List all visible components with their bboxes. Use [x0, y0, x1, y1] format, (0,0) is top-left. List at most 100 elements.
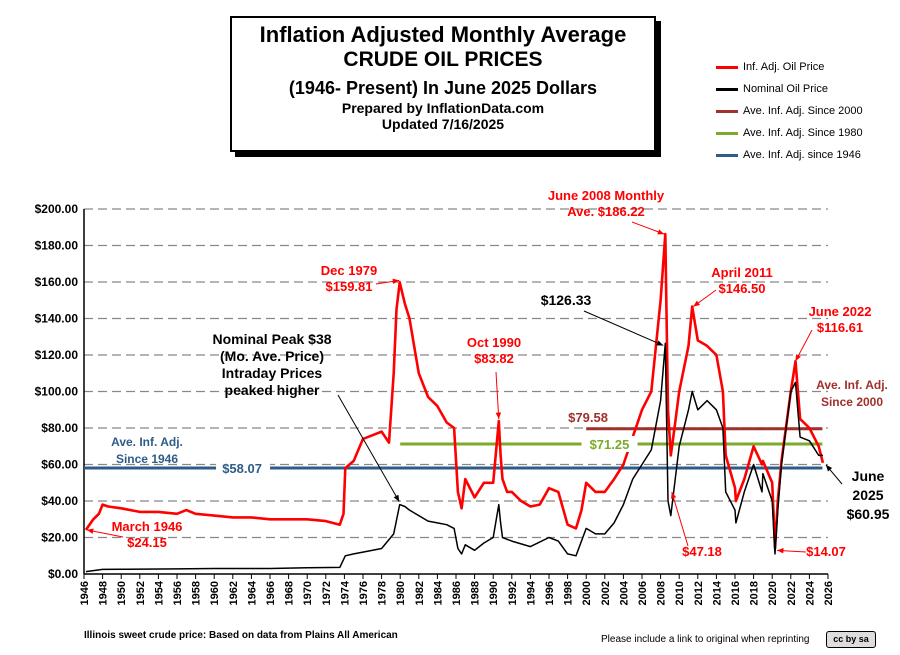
legend-label: Nominal Oil Price	[743, 83, 828, 95]
legend-swatch	[716, 131, 738, 135]
annotation-arrow	[671, 491, 689, 547]
y-tick-label: $40.00	[41, 494, 78, 508]
arrow-head	[825, 464, 833, 472]
annotation-label: June	[852, 468, 885, 484]
x-tick-label: 2024	[804, 580, 816, 605]
annotation-label: $14.07	[806, 544, 846, 559]
annotation-arrow	[495, 371, 500, 420]
x-tick-label: 1958	[191, 581, 203, 605]
x-tick-label: 2002	[600, 581, 612, 605]
annotation-label: June 2022	[809, 304, 872, 319]
annotation-label: Nominal Peak $38	[212, 331, 331, 347]
y-tick-label: $80.00	[41, 421, 78, 435]
legend-item: Ave. Inf. Adj. Since 1980	[716, 122, 900, 144]
x-tick-label: 1996	[544, 581, 556, 605]
x-tick-label: 1990	[488, 581, 500, 605]
y-tick-label: $60.00	[41, 458, 78, 472]
x-tick-label: 2000	[581, 581, 593, 605]
x-tick-label: 2008	[656, 581, 668, 605]
annotation-label: Dec 1979	[321, 263, 377, 278]
y-tick-label: $140.00	[35, 312, 79, 326]
x-tick-label: 1960	[209, 581, 221, 605]
x-tick-label: 1962	[228, 581, 240, 605]
x-tick-label: 1966	[265, 581, 277, 605]
annotation-label: $126.33	[541, 292, 592, 308]
x-tick-label: 1970	[302, 581, 314, 605]
license-badge[interactable]: cc by sa	[826, 631, 876, 648]
x-tick-label: 1950	[116, 581, 128, 605]
x-tick-label: 2026	[823, 581, 835, 605]
x-tick-label: 1976	[358, 581, 370, 605]
annotation-label: $47.18	[682, 544, 722, 559]
x-tick-label: 1974	[339, 580, 351, 605]
annotation-arrow	[583, 310, 664, 346]
x-tick-label: 1980	[395, 581, 407, 605]
annotation-label: $83.82	[474, 351, 514, 366]
legend-swatch	[716, 153, 738, 157]
x-tick-label: 2018	[749, 581, 761, 605]
y-tick-label: $120.00	[35, 348, 79, 362]
annotation-label: April 2011	[711, 265, 772, 280]
arrow-head	[86, 528, 94, 534]
label-background	[581, 435, 638, 452]
legend-item: Ave. Inf. Adj. Since 2000	[716, 100, 900, 122]
arrow-head	[671, 491, 677, 499]
x-tick-label: 1952	[135, 581, 147, 605]
x-tick-label: 1972	[321, 581, 333, 605]
x-tick-label: 1994	[525, 580, 537, 605]
x-tick-label: 2020	[767, 581, 779, 605]
annotation-label: $146.50	[719, 281, 766, 296]
arrow-head	[392, 278, 400, 285]
source-note: Illinois sweet crude price: Based on dat…	[84, 630, 398, 641]
annotation-label: Ave. Inf. Adj.	[816, 378, 888, 392]
legend-item: Ave. Inf. Adj. since 1946	[716, 144, 900, 166]
legend-swatch	[716, 109, 738, 113]
reference-line-label: $58.07	[222, 461, 262, 476]
reference-line-label: $71.25	[590, 437, 630, 452]
annotation-label: Ave. $186.22	[567, 204, 645, 219]
chart-subtitle: (1946- Present) In June 2025 Dollars	[288, 78, 598, 98]
x-tick-label: 2012	[693, 581, 705, 605]
x-tick-label: 1984	[432, 580, 444, 605]
x-tick-label: 1946	[79, 581, 91, 605]
label-background	[216, 460, 271, 477]
legend-item: Inf. Adj. Oil Price	[716, 56, 900, 78]
annotation-label: Intraday Prices	[222, 365, 323, 381]
reprint-note: Please include a link to original when r…	[601, 634, 810, 645]
annotation-label: March 1946	[112, 519, 183, 534]
x-tick-label: 2022	[786, 581, 798, 605]
annotation-label: Since 2000	[821, 395, 883, 409]
chart-updated: Updated 7/16/2025	[381, 116, 505, 132]
legend-swatch	[716, 87, 738, 91]
series-line	[84, 232, 825, 550]
y-tick-label: $0.00	[48, 567, 78, 581]
chart-credit: Prepared by InflationData.com	[341, 100, 545, 116]
reference-line-label: $79.58	[568, 410, 608, 425]
arrow-head	[693, 300, 701, 307]
chart-legend: Inf. Adj. Oil Price Nominal Oil Price Av…	[716, 56, 900, 166]
legend-swatch	[716, 65, 738, 69]
x-tick-label: 1982	[414, 581, 426, 605]
arrow-head	[393, 494, 400, 502]
chart-title-box: Inflation Adjusted Monthly Average CRUDE…	[230, 16, 656, 152]
annotation-label: June 2008 Monthly	[548, 188, 665, 203]
chart-title-line2: CRUDE OIL PRICES	[343, 48, 543, 71]
chart-title-line1: Inflation Adjusted Monthly Average	[259, 22, 627, 47]
y-tick-label: $160.00	[35, 275, 79, 289]
x-tick-label: 1988	[470, 581, 482, 605]
arrow-head	[656, 340, 664, 346]
x-tick-label: 1956	[172, 581, 184, 605]
legend-label: Ave. Inf. Adj. Since 2000	[743, 105, 863, 117]
x-tick-label: 1986	[451, 581, 463, 605]
legend-item: Nominal Oil Price	[716, 78, 900, 100]
arrow-head	[776, 547, 784, 554]
legend-label: Inf. Adj. Oil Price	[743, 61, 825, 73]
annotation-label: Ave. Inf. Adj.	[111, 435, 183, 449]
x-tick-label: 2014	[711, 580, 723, 605]
legend-label: Ave. Inf. Adj. Since 1980	[743, 127, 863, 139]
annotation-label: $116.61	[817, 320, 863, 335]
arrow-head	[495, 412, 502, 420]
annotation-label: 2025	[852, 487, 883, 503]
annotation-arrow	[337, 394, 400, 502]
